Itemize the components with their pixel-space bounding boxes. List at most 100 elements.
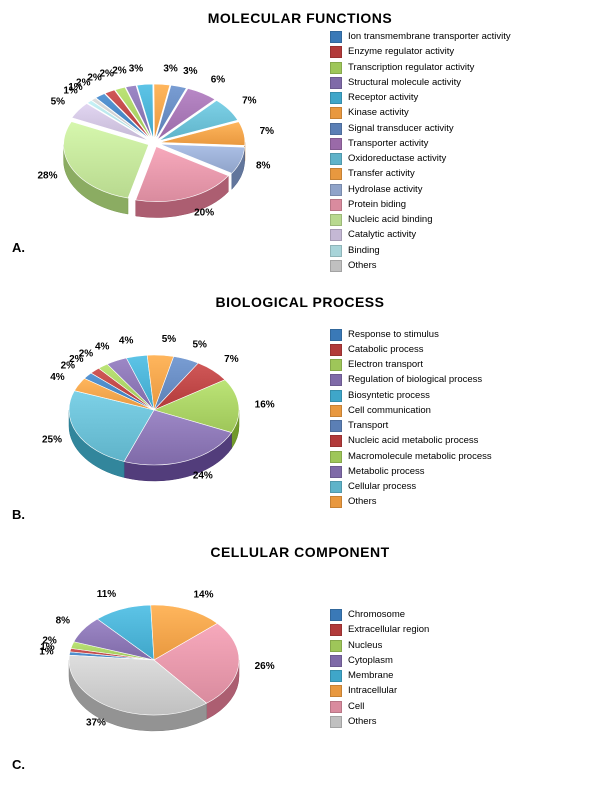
legend-swatch	[330, 260, 342, 272]
legend-label: Ion transmembrane transporter activity	[348, 30, 511, 44]
legend-label: Protein biding	[348, 198, 406, 212]
legend-label: Hydrolase activity	[348, 183, 422, 197]
legend-label: Structural molecule activity	[348, 76, 461, 90]
legend: Ion transmembrane transporter activityEn…	[330, 30, 511, 274]
legend-swatch	[330, 214, 342, 226]
legend-swatch	[330, 46, 342, 58]
legend-item: Protein biding	[330, 198, 511, 212]
legend-item: Response to stimulus	[330, 328, 492, 342]
legend-label: Binding	[348, 244, 380, 258]
svg-text:4%: 4%	[95, 341, 110, 352]
chart-title: CELLULAR COMPONENT	[10, 544, 590, 560]
legend-label: Others	[348, 259, 377, 273]
chart-block-1: BIOLOGICAL PROCESS	[10, 294, 590, 524]
legend-swatch	[330, 138, 342, 150]
legend-swatch	[330, 451, 342, 463]
svg-text:3%: 3%	[129, 63, 144, 74]
svg-text:1%: 1%	[68, 82, 83, 93]
pie-chart: 2%2%2%2%3%3%3%6%7%7%8%20%28%5%1%1%A.	[10, 47, 310, 257]
legend-swatch	[330, 168, 342, 180]
legend-swatch	[330, 420, 342, 432]
legend-item: Catabolic process	[330, 343, 492, 357]
legend-item: Membrane	[330, 669, 429, 683]
legend-swatch	[330, 405, 342, 417]
svg-text:24%: 24%	[193, 471, 213, 482]
legend-item: Transporter activity	[330, 137, 511, 151]
legend-label: Enzyme regulator activity	[348, 45, 454, 59]
svg-text:4%: 4%	[119, 336, 134, 347]
pie-chart: 1%1%2%8%11%14%26%37%C.	[10, 564, 310, 774]
legend: Response to stimulusCatabolic processEle…	[330, 328, 492, 511]
legend-item: Others	[330, 715, 429, 729]
legend-item: Electron transport	[330, 358, 492, 372]
chart-block-0: MOLECULAR FUNCTIONS	[10, 10, 590, 274]
legend-item: Receptor activity	[330, 91, 511, 105]
legend-label: Transcription regulator activity	[348, 61, 474, 75]
legend-swatch	[330, 624, 342, 636]
legend-item: Intracellular	[330, 684, 429, 698]
legend-swatch	[330, 481, 342, 493]
legend-swatch	[330, 466, 342, 478]
legend-label: Others	[348, 715, 377, 729]
svg-text:6%: 6%	[211, 74, 226, 85]
legend-label: Signal transducer activity	[348, 122, 454, 136]
svg-text:3%: 3%	[163, 63, 178, 74]
legend-label: Biosyntetic process	[348, 389, 430, 403]
svg-text:5%: 5%	[162, 334, 177, 345]
legend-label: Extracellular region	[348, 623, 429, 637]
legend-item: Cell	[330, 700, 429, 714]
svg-text:26%: 26%	[255, 661, 275, 672]
legend-item: Catalytic activity	[330, 228, 511, 242]
legend-swatch	[330, 716, 342, 728]
legend-item: Cytoplasm	[330, 654, 429, 668]
svg-text:28%: 28%	[37, 170, 57, 181]
legend-item: Signal transducer activity	[330, 122, 511, 136]
legend-label: Nucleic acid binding	[348, 213, 433, 227]
legend-label: Others	[348, 495, 377, 509]
svg-text:8%: 8%	[256, 161, 271, 172]
svg-text:11%: 11%	[97, 589, 117, 600]
legend-label: Nucleic acid metabolic process	[348, 434, 478, 448]
legend-swatch	[330, 655, 342, 667]
legend-item: Nucleic acid metabolic process	[330, 434, 492, 448]
legend-swatch	[330, 153, 342, 165]
legend-item: Regulation of biological process	[330, 373, 492, 387]
legend-item: Ion transmembrane transporter activity	[330, 30, 511, 44]
legend-item: Cellular process	[330, 480, 492, 494]
legend-label: Regulation of biological process	[348, 373, 482, 387]
legend-label: Transport	[348, 419, 388, 433]
legend-item: Metabolic process	[330, 465, 492, 479]
legend-label: Cell communication	[348, 404, 431, 418]
legend-item: Enzyme regulator activity	[330, 45, 511, 59]
legend-item: Macromolecule metabolic process	[330, 450, 492, 464]
svg-text:7%: 7%	[242, 95, 257, 106]
legend-label: Electron transport	[348, 358, 423, 372]
pie-chart: 2%2%2%4%4%5%5%7%16%24%25%4%B.	[10, 314, 310, 524]
legend-item: Binding	[330, 244, 511, 258]
legend-label: Chromosome	[348, 608, 405, 622]
legend-swatch	[330, 435, 342, 447]
chart-title: MOLECULAR FUNCTIONS	[10, 10, 590, 26]
legend-item: Chromosome	[330, 608, 429, 622]
panel-letter: C.	[12, 757, 25, 772]
legend-swatch	[330, 229, 342, 241]
legend-swatch	[330, 390, 342, 402]
legend-item: Cell communication	[330, 404, 492, 418]
svg-text:5%: 5%	[51, 96, 66, 107]
legend-swatch	[330, 184, 342, 196]
svg-text:2%: 2%	[112, 66, 127, 77]
legend-label: Oxidoreductase activity	[348, 152, 446, 166]
legend-item: Others	[330, 259, 511, 273]
svg-text:16%: 16%	[255, 399, 275, 410]
legend-swatch	[330, 329, 342, 341]
legend-item: Transcription regulator activity	[330, 61, 511, 75]
legend-label: Transfer activity	[348, 167, 415, 181]
legend-swatch	[330, 685, 342, 697]
legend-swatch	[330, 640, 342, 652]
svg-text:37%: 37%	[86, 717, 106, 728]
legend-item: Transfer activity	[330, 167, 511, 181]
legend-swatch	[330, 359, 342, 371]
legend-swatch	[330, 609, 342, 621]
svg-text:2%: 2%	[42, 636, 57, 647]
svg-text:4%: 4%	[50, 372, 65, 383]
